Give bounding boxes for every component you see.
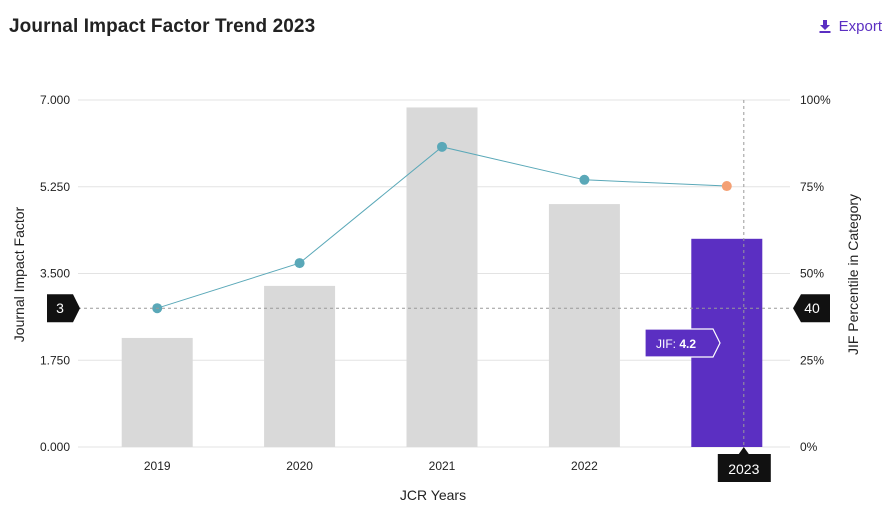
y2-tick-label: 100% — [800, 93, 831, 107]
crosshair-right-badge-text: 40 — [804, 300, 820, 316]
export-button[interactable]: Export — [819, 18, 882, 35]
export-label: Export — [838, 18, 882, 35]
percentile-point-2023[interactable] — [721, 181, 732, 192]
bar-2022[interactable] — [548, 204, 620, 447]
y-axis-title: Journal Impact Factor — [11, 206, 27, 342]
x-axis-title: JCR Years — [400, 487, 466, 503]
tooltip-text: JIF: 4.2 — [656, 337, 696, 351]
tooltip-box — [644, 328, 721, 358]
page-title: Journal Impact Factor Trend 2023 — [9, 16, 316, 37]
crosshair-left-badge — [47, 294, 80, 323]
y2-tick-label: 75% — [800, 180, 824, 194]
y-tick-label: 7.000 — [40, 93, 70, 107]
x-tick-label: 2020 — [286, 459, 313, 473]
y-tick-label: 0.000 — [40, 440, 70, 454]
y-tick-label: 1.750 — [40, 353, 70, 367]
bar-2021[interactable] — [406, 107, 478, 447]
percentile-point-2022[interactable] — [579, 174, 590, 185]
x-tick-label: 2021 — [429, 459, 456, 473]
crosshair-right-badge — [793, 294, 830, 323]
crosshair-x-badge-text: 2023 — [728, 461, 759, 477]
bar-2020[interactable] — [264, 285, 336, 447]
percentile-point-2021[interactable] — [437, 141, 447, 152]
x-tick-label: 2022 — [571, 459, 598, 473]
x-tick-label: 2019 — [144, 459, 171, 473]
percentile-point-2020[interactable] — [294, 258, 305, 269]
y-tick-label: 5.250 — [40, 180, 70, 194]
y2-axis-title: JIF Percentile in Category — [845, 194, 861, 355]
crosshair-left-badge-text: 3 — [56, 300, 64, 316]
download-icon — [819, 20, 831, 33]
y-tick-label: 3.500 — [40, 267, 70, 281]
bar-2019[interactable] — [121, 337, 193, 447]
y2-tick-label: 50% — [800, 267, 824, 281]
y2-tick-label: 25% — [800, 353, 824, 367]
crosshair-x-badge — [717, 447, 771, 482]
y2-tick-label: 0% — [800, 440, 818, 454]
